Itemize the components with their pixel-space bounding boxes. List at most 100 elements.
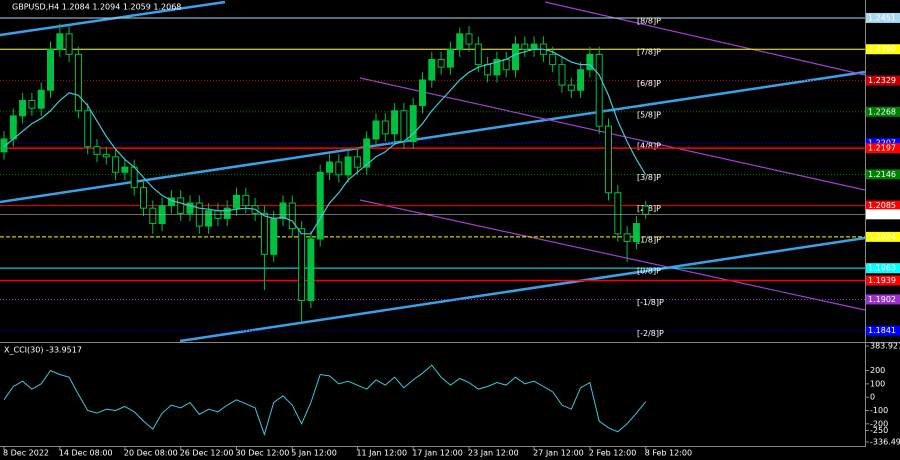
candle-body <box>437 58 445 68</box>
price-label-box <box>866 275 900 286</box>
candle-body <box>400 110 408 143</box>
candle-body <box>307 238 315 301</box>
candle-body <box>595 53 603 127</box>
candle-body <box>344 156 352 176</box>
x-tick-label: 8 Dec 2022 <box>3 449 49 458</box>
price-label-box <box>866 138 900 149</box>
channel-line <box>544 1 866 76</box>
candle-body <box>9 115 17 140</box>
price-label-box <box>866 44 900 55</box>
level-name: [6/8]P <box>637 79 661 88</box>
candle-body <box>28 99 36 109</box>
price-label: 1.2390 <box>868 45 896 54</box>
x-tick-label: 8 Feb 12:00 <box>645 449 692 458</box>
candle-body <box>623 233 631 243</box>
level-name: [1/8]P <box>637 235 661 244</box>
candle-body <box>381 120 389 135</box>
candle-body <box>474 43 482 66</box>
level-name: [-1/8]P <box>637 298 664 307</box>
candle-body <box>84 110 92 148</box>
candle-body <box>270 217 278 255</box>
x-tick-label: 5 Jan 12:00 <box>291 449 337 458</box>
y-tick-label: -250 <box>870 426 888 435</box>
price-label: 1.1902 <box>868 295 896 304</box>
last-price-box <box>866 209 900 220</box>
candle-body <box>549 53 557 66</box>
price-label: 1.2024 <box>868 232 896 241</box>
level-name: [7/8]P <box>637 48 661 57</box>
level-name: [5/8]P <box>637 110 661 119</box>
indicator-title: X_CCI(30) -33.9517 <box>4 346 82 355</box>
candle-body <box>74 53 82 112</box>
candle-body <box>205 210 213 227</box>
level-name: [3/8]P <box>637 173 661 182</box>
price-label: 1.2197 <box>868 144 896 153</box>
candle-body <box>279 202 287 219</box>
price-label-box <box>866 169 900 180</box>
candle-body <box>632 223 640 243</box>
y-tick-label: -336.4986 <box>870 438 900 447</box>
x-tick-label: 11 Jan 12:00 <box>356 449 407 458</box>
candle-body <box>419 79 426 107</box>
price-label: 1.2085 <box>868 201 896 210</box>
candle-body <box>372 120 380 140</box>
candle-body <box>521 43 529 50</box>
candle-body <box>512 43 519 71</box>
candle-body <box>47 48 54 91</box>
y-tick-label: 100 <box>870 379 885 388</box>
price-label-box <box>866 263 900 274</box>
trend-lines <box>0 0 866 343</box>
candle-body <box>465 33 473 45</box>
price-label-box <box>866 325 900 336</box>
candle-body <box>484 64 492 76</box>
trend-line <box>0 70 866 204</box>
candle-body <box>353 156 361 168</box>
price-label: 1.1841 <box>868 326 896 335</box>
candle-body <box>260 212 268 255</box>
y-tick-label: 0 <box>870 393 875 402</box>
candle-body <box>446 48 454 68</box>
candle-body <box>493 58 501 76</box>
level-name: [4/8]P <box>637 142 661 151</box>
candle-body <box>149 207 157 225</box>
candle-body <box>409 105 417 143</box>
y-tick-label: 200 <box>870 366 885 375</box>
price-label-box <box>866 294 900 305</box>
x-tick-label: 30 Dec 12:00 <box>236 449 290 458</box>
candle-body <box>186 202 194 214</box>
price-label: 1.2268 <box>868 107 896 116</box>
price-label-box <box>866 75 900 86</box>
candle-body <box>530 43 538 50</box>
price-label-box <box>866 231 900 242</box>
candle-body <box>223 207 231 219</box>
candle-body <box>316 171 324 240</box>
candle-body <box>56 33 64 50</box>
candle-body <box>140 187 147 209</box>
moving-average <box>3 48 647 235</box>
price-label: 1.2146 <box>868 170 896 179</box>
x-tick-label: 20 Dec 08:00 <box>124 449 178 458</box>
x-tick-label: 17 Jan 12:00 <box>412 449 463 458</box>
x-tick-label: 2 Feb 12:00 <box>589 449 636 458</box>
price-label: 1.1939 <box>868 276 896 285</box>
last-price-label: 1.2068 <box>868 210 896 219</box>
candle-body <box>298 228 306 301</box>
price-label: 1.2329 <box>868 76 896 85</box>
trend-line <box>179 236 866 343</box>
candle-body <box>288 202 296 230</box>
candle-body <box>363 138 371 168</box>
price-label-box <box>866 200 900 211</box>
price-label-box <box>866 12 900 23</box>
candle-body <box>19 99 27 117</box>
candle-body <box>567 84 575 91</box>
cci-line <box>3 364 647 437</box>
price-label: 1.2451 <box>868 13 896 22</box>
candle-body <box>456 33 464 50</box>
candle-body <box>177 197 185 214</box>
level-name: [8/8]P <box>637 16 661 25</box>
price-label-box <box>866 106 900 117</box>
candle-body <box>112 156 120 173</box>
candle-body <box>93 146 101 155</box>
